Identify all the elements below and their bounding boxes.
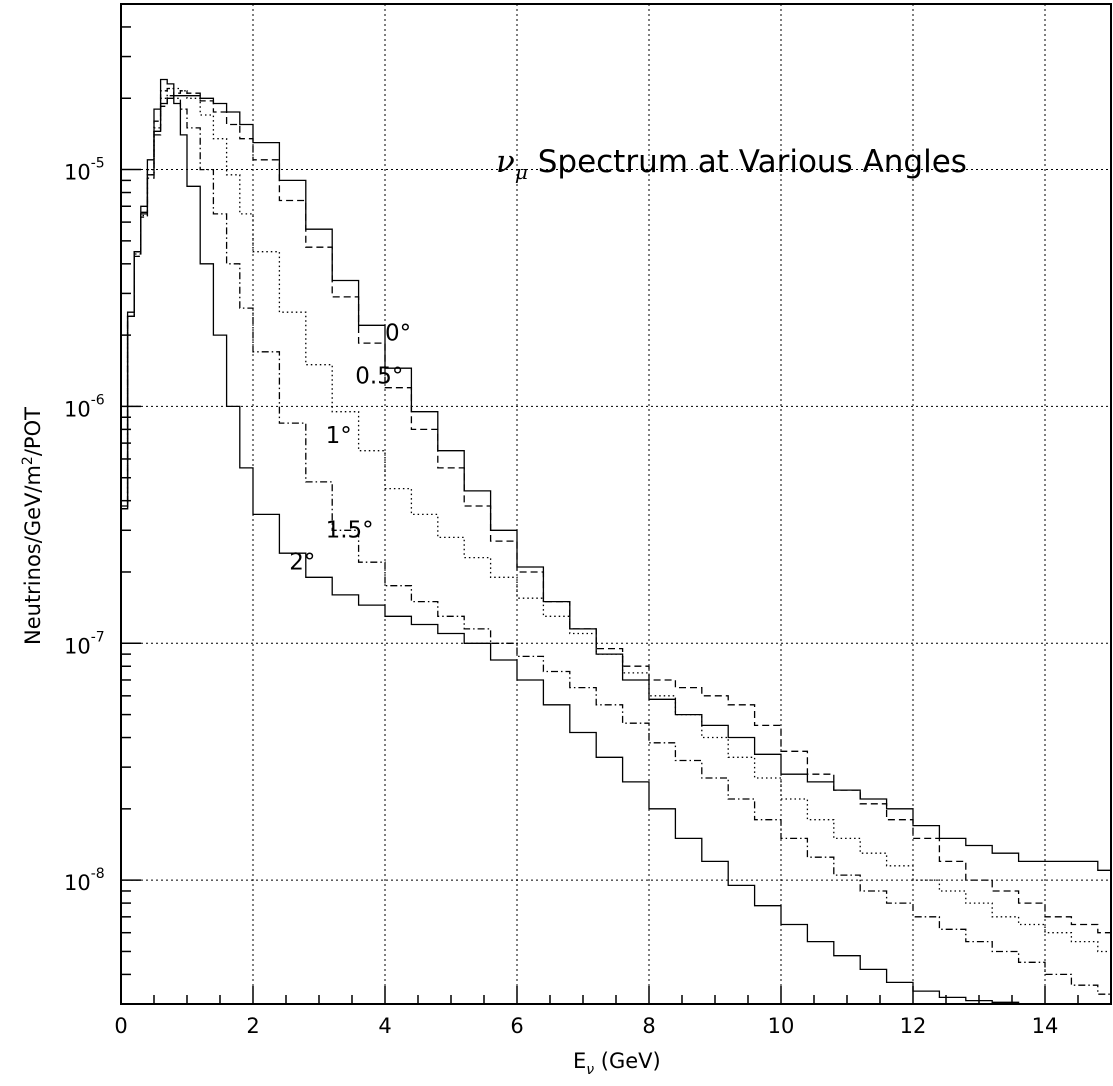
grid-lines (121, 4, 1111, 1004)
y-tick-label: 10-5 (64, 156, 105, 185)
angle-annotation: 1° (326, 423, 352, 449)
ylabel-post: /POT (21, 407, 45, 456)
xlabel-rest: (GeV) (594, 1049, 661, 1073)
x-tick-label: 6 (510, 1014, 523, 1038)
xlabel-nu: ν (586, 1062, 594, 1078)
x-tick-label: 0 (114, 1014, 127, 1038)
x-tick-label: 12 (900, 1014, 927, 1038)
chart-title: νμ Spectrum at Various Angles (496, 144, 967, 184)
series-line-2 (120, 87, 1111, 1004)
title-mu: μ (515, 160, 528, 184)
x-tick-label: 14 (1032, 1014, 1059, 1038)
angle-annotation: 2° (289, 549, 315, 575)
series-line-1 (120, 90, 1111, 1004)
x-tick-label: 4 (378, 1014, 391, 1038)
angle-annotation: 0° (385, 320, 411, 346)
title-rest: Spectrum at Various Angles (528, 144, 967, 180)
x-tick-label: 10 (768, 1014, 795, 1038)
x-tick-label: 8 (642, 1014, 655, 1038)
title-nu: ν (496, 144, 515, 180)
series-line-0 (120, 95, 1111, 1004)
y-tick-exponent: -8 (91, 866, 105, 882)
y-tick-base: 10 (64, 871, 91, 895)
series-line-4 (120, 78, 1052, 1005)
series-line-3 (120, 87, 1112, 1004)
y-tick-label: 10-6 (64, 392, 105, 421)
y-tick-label: 10-7 (64, 629, 105, 658)
y-tick-base: 10 (64, 161, 91, 185)
y-tick-exponent: -7 (91, 629, 105, 645)
y-tick-exponent: -6 (91, 392, 105, 408)
ylabel-sup: 2 (20, 456, 36, 465)
x-tick-label: 2 (246, 1014, 259, 1038)
angle-annotation: 0.5° (355, 363, 403, 389)
ylabel-pre: Neutrinos/GeV/m (21, 465, 45, 645)
x-tick-labels: 0 2 4 6 8 10 12 14 (114, 1014, 1058, 1038)
y-tick-labels: 10-810-710-610-5 (64, 156, 105, 896)
angle-annotation: 1.5° (326, 517, 374, 543)
series-curves (120, 78, 1112, 1005)
y-tick-label: 10-8 (64, 866, 105, 895)
y-tick-base: 10 (64, 634, 91, 658)
angle-annotations: 0° 0.5° 1° 1.5° 2° (289, 320, 411, 575)
y-tick-base: 10 (64, 397, 91, 421)
axis-ticks (120, 3, 1112, 1005)
y-tick-exponent: -5 (91, 156, 105, 172)
x-axis-label: Eν (GeV) (573, 1049, 661, 1078)
y-axis-label: Neutrinos/GeV/m2/POT (20, 407, 45, 645)
xlabel-e: E (573, 1049, 586, 1073)
